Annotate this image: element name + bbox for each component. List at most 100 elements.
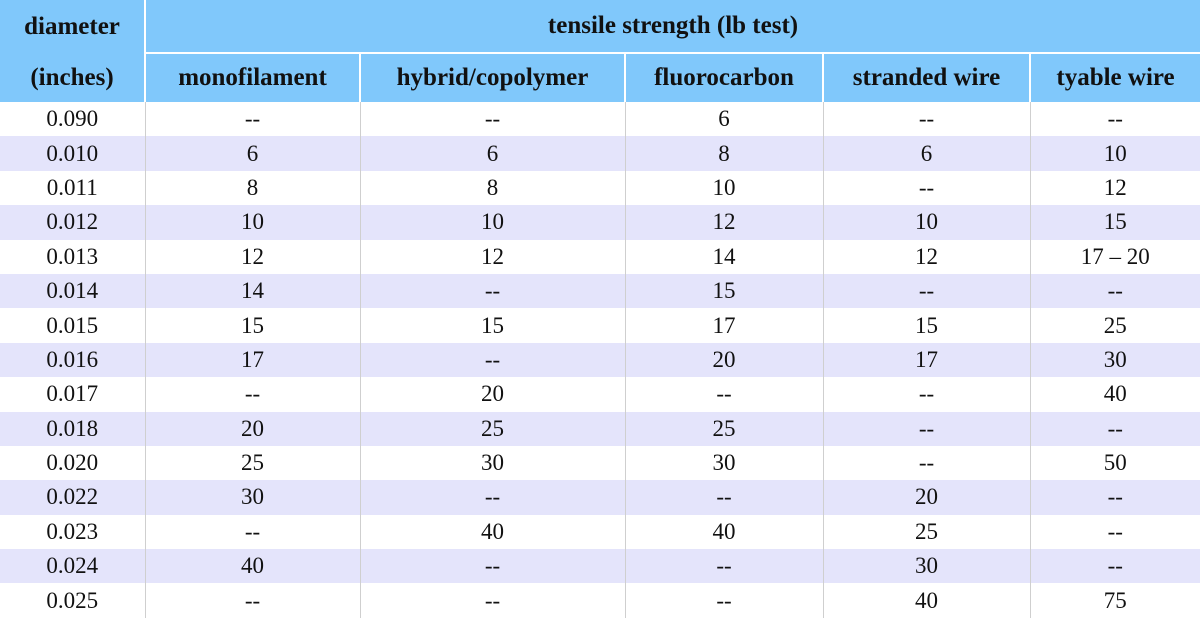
strength-cell: -- (822, 445, 1030, 481)
strength-cell: 14 (624, 239, 823, 274)
diameter-cell: 0.015 (0, 308, 145, 343)
table-row: 0.012 10 10 12 10 15 (0, 205, 1200, 240)
table-body: 0.090 -- -- 6 -- -- 0.010 6 6 8 6 10 0.011 8 8 10 -- 12 0.… (0, 102, 1200, 618)
diameter-cell: 0.010 (0, 136, 145, 171)
strength-cell: -- (1029, 514, 1200, 550)
table-row: 0.016 17 -- 20 17 30 (0, 342, 1200, 378)
strength-cell: 12 (822, 239, 1030, 274)
strength-cell: 12 (624, 205, 823, 240)
header-cell: diameter (0, 0, 145, 53)
strength-cell: 15 (144, 308, 360, 343)
strength-cell: -- (822, 377, 1030, 412)
column-header: monofilament (144, 53, 360, 102)
diameter-cell: 0.023 (0, 514, 145, 550)
strength-cell: 40 (624, 514, 823, 550)
diameter-cell: 0.011 (0, 170, 145, 206)
column-header: fluorocarbon (624, 53, 823, 102)
table-row: 0.090 -- -- 6 -- -- (0, 102, 1200, 137)
strength-cell: -- (1029, 411, 1200, 446)
header-cell: (inches) (0, 53, 145, 102)
strength-cell: 17 (144, 342, 360, 378)
strength-cell: -- (624, 583, 823, 618)
strength-cell: -- (822, 273, 1030, 309)
strength-cell: -- (1029, 102, 1200, 137)
strength-cell: 6 (359, 136, 625, 171)
table-row: 0.025 -- -- -- 40 75 (0, 583, 1200, 618)
strength-cell: 30 (1029, 342, 1200, 378)
header-row: (inches) monofilament hybrid/copolymer flu… (0, 53, 1200, 102)
strength-cell: 75 (1029, 583, 1200, 618)
table-row: 0.023 -- 40 40 25 -- (0, 514, 1200, 550)
strength-cell: -- (1029, 480, 1200, 515)
strength-cell: 30 (624, 445, 823, 481)
strength-cell: 15 (624, 273, 823, 309)
strength-cell: -- (144, 514, 360, 550)
diameter-cell: 0.012 (0, 205, 145, 240)
table-row: 0.011 8 8 10 -- 12 (0, 170, 1200, 206)
strength-cell: -- (144, 583, 360, 618)
table-row: 0.022 30 -- -- 20 -- (0, 480, 1200, 515)
strength-cell: 10 (144, 205, 360, 240)
strength-cell: 40 (144, 549, 360, 584)
strength-cell: 30 (144, 480, 360, 515)
strength-cell: -- (359, 583, 625, 618)
table-row: 0.013 12 12 14 12 17 – 20 (0, 239, 1200, 274)
strength-cell: 20 (624, 342, 823, 378)
strength-cell: -- (359, 273, 625, 309)
strength-cell: 40 (822, 583, 1030, 618)
table-row: 0.017 -- 20 -- -- 40 (0, 377, 1200, 412)
column-header: stranded wire (822, 53, 1030, 102)
strength-cell: 10 (624, 170, 823, 206)
strength-cell: 30 (359, 445, 625, 481)
strength-cell: 25 (144, 445, 360, 481)
strength-cell: 40 (359, 514, 625, 550)
diameter-cell: 0.018 (0, 411, 145, 446)
strength-cell: 6 (624, 102, 823, 137)
strength-cell: -- (822, 170, 1030, 206)
strength-cell: 8 (359, 170, 625, 206)
strength-cell: 17 – 20 (1029, 239, 1200, 274)
diameter-cell: 0.017 (0, 377, 145, 412)
diameter-cell: 0.013 (0, 239, 145, 274)
strength-cell: 12 (144, 239, 360, 274)
strength-cell: 25 (1029, 308, 1200, 343)
table-row: 0.014 14 -- 15 -- -- (0, 273, 1200, 309)
diameter-cell: 0.014 (0, 273, 145, 309)
diameter-cell: 0.022 (0, 480, 145, 515)
strength-cell: 12 (359, 239, 625, 274)
strength-cell: -- (144, 102, 360, 137)
table-row: 0.015 15 15 17 15 25 (0, 308, 1200, 343)
strength-cell: 20 (822, 480, 1030, 515)
strength-cell: 14 (144, 273, 360, 309)
strength-cell: 12 (1029, 170, 1200, 206)
diameter-cell: 0.090 (0, 102, 145, 137)
diameter-cell: 0.020 (0, 445, 145, 481)
strength-cell: -- (1029, 549, 1200, 584)
strength-cell: 6 (822, 136, 1030, 171)
strength-cell: -- (822, 411, 1030, 446)
strength-cell: 6 (144, 136, 360, 171)
strength-cell: 15 (359, 308, 625, 343)
strength-cell: 17 (624, 308, 823, 343)
diameter-cell: 0.025 (0, 583, 145, 618)
diameter-cell: 0.016 (0, 342, 145, 378)
strength-cell: -- (624, 480, 823, 515)
strength-cell: -- (624, 377, 823, 412)
strength-cell: -- (1029, 273, 1200, 309)
strength-cell: 40 (1029, 377, 1200, 412)
strength-cell: -- (359, 549, 625, 584)
strength-cell: 50 (1029, 445, 1200, 481)
strength-cell: 15 (822, 308, 1030, 343)
strength-cell: 25 (624, 411, 823, 446)
diameter-cell: 0.024 (0, 549, 145, 584)
strength-cell: -- (822, 102, 1030, 137)
strength-cell: 8 (144, 170, 360, 206)
strength-cell: 25 (359, 411, 625, 446)
column-header: hybrid/copolymer (359, 53, 625, 102)
strength-cell: -- (359, 480, 625, 515)
group-header: tensile strength (lb test) (143, 0, 1200, 54)
table-row: 0.018 20 25 25 -- -- (0, 411, 1200, 446)
table-row: 0.010 6 6 8 6 10 (0, 136, 1200, 171)
